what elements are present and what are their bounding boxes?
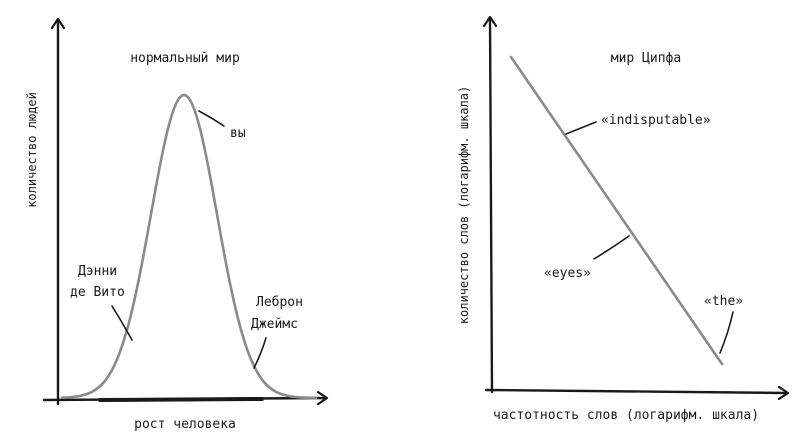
eyes-pointer — [593, 235, 630, 260]
right-y-axis — [490, 18, 492, 394]
left-x-axis-bold-segment — [98, 397, 264, 402]
you-label: вы — [230, 126, 246, 141]
left-y-axis-label: количество людей — [25, 92, 39, 208]
lebron-label-line2: Джеймс — [251, 317, 298, 332]
right-y-axis-label: количество слов (логарифм. шкала) — [457, 86, 471, 324]
lebron-label-line1: Леброн — [256, 295, 303, 310]
indisputable-pointer — [565, 121, 597, 135]
zipf-world-panel: мир Ципфа количество слов (логарифм. шка… — [457, 18, 787, 423]
lebron-pointer — [253, 337, 267, 369]
indisputable-label: «indisputable» — [601, 113, 711, 128]
danny-label-line1: Дэнни — [78, 264, 117, 279]
the-pointer — [719, 311, 734, 354]
the-label: «the» — [704, 294, 743, 309]
right-title: мир Ципфа — [611, 51, 681, 66]
danny-pointer — [111, 305, 133, 341]
right-x-axis-label: частотность слов (логарифм. шкала) — [493, 408, 759, 423]
left-x-axis-label: рост человека — [134, 417, 236, 432]
zipf-line — [509, 55, 724, 366]
right-x-axis — [484, 390, 787, 393]
normal-world-panel: нормальный мир количество людей рост чел… — [25, 20, 326, 432]
you-pointer — [198, 110, 225, 127]
eyes-label: «eyes» — [544, 266, 591, 281]
left-title: нормальный мир — [130, 51, 240, 66]
normal-distribution-curve — [60, 93, 318, 400]
danny-label-line2: де Вито — [70, 285, 125, 300]
